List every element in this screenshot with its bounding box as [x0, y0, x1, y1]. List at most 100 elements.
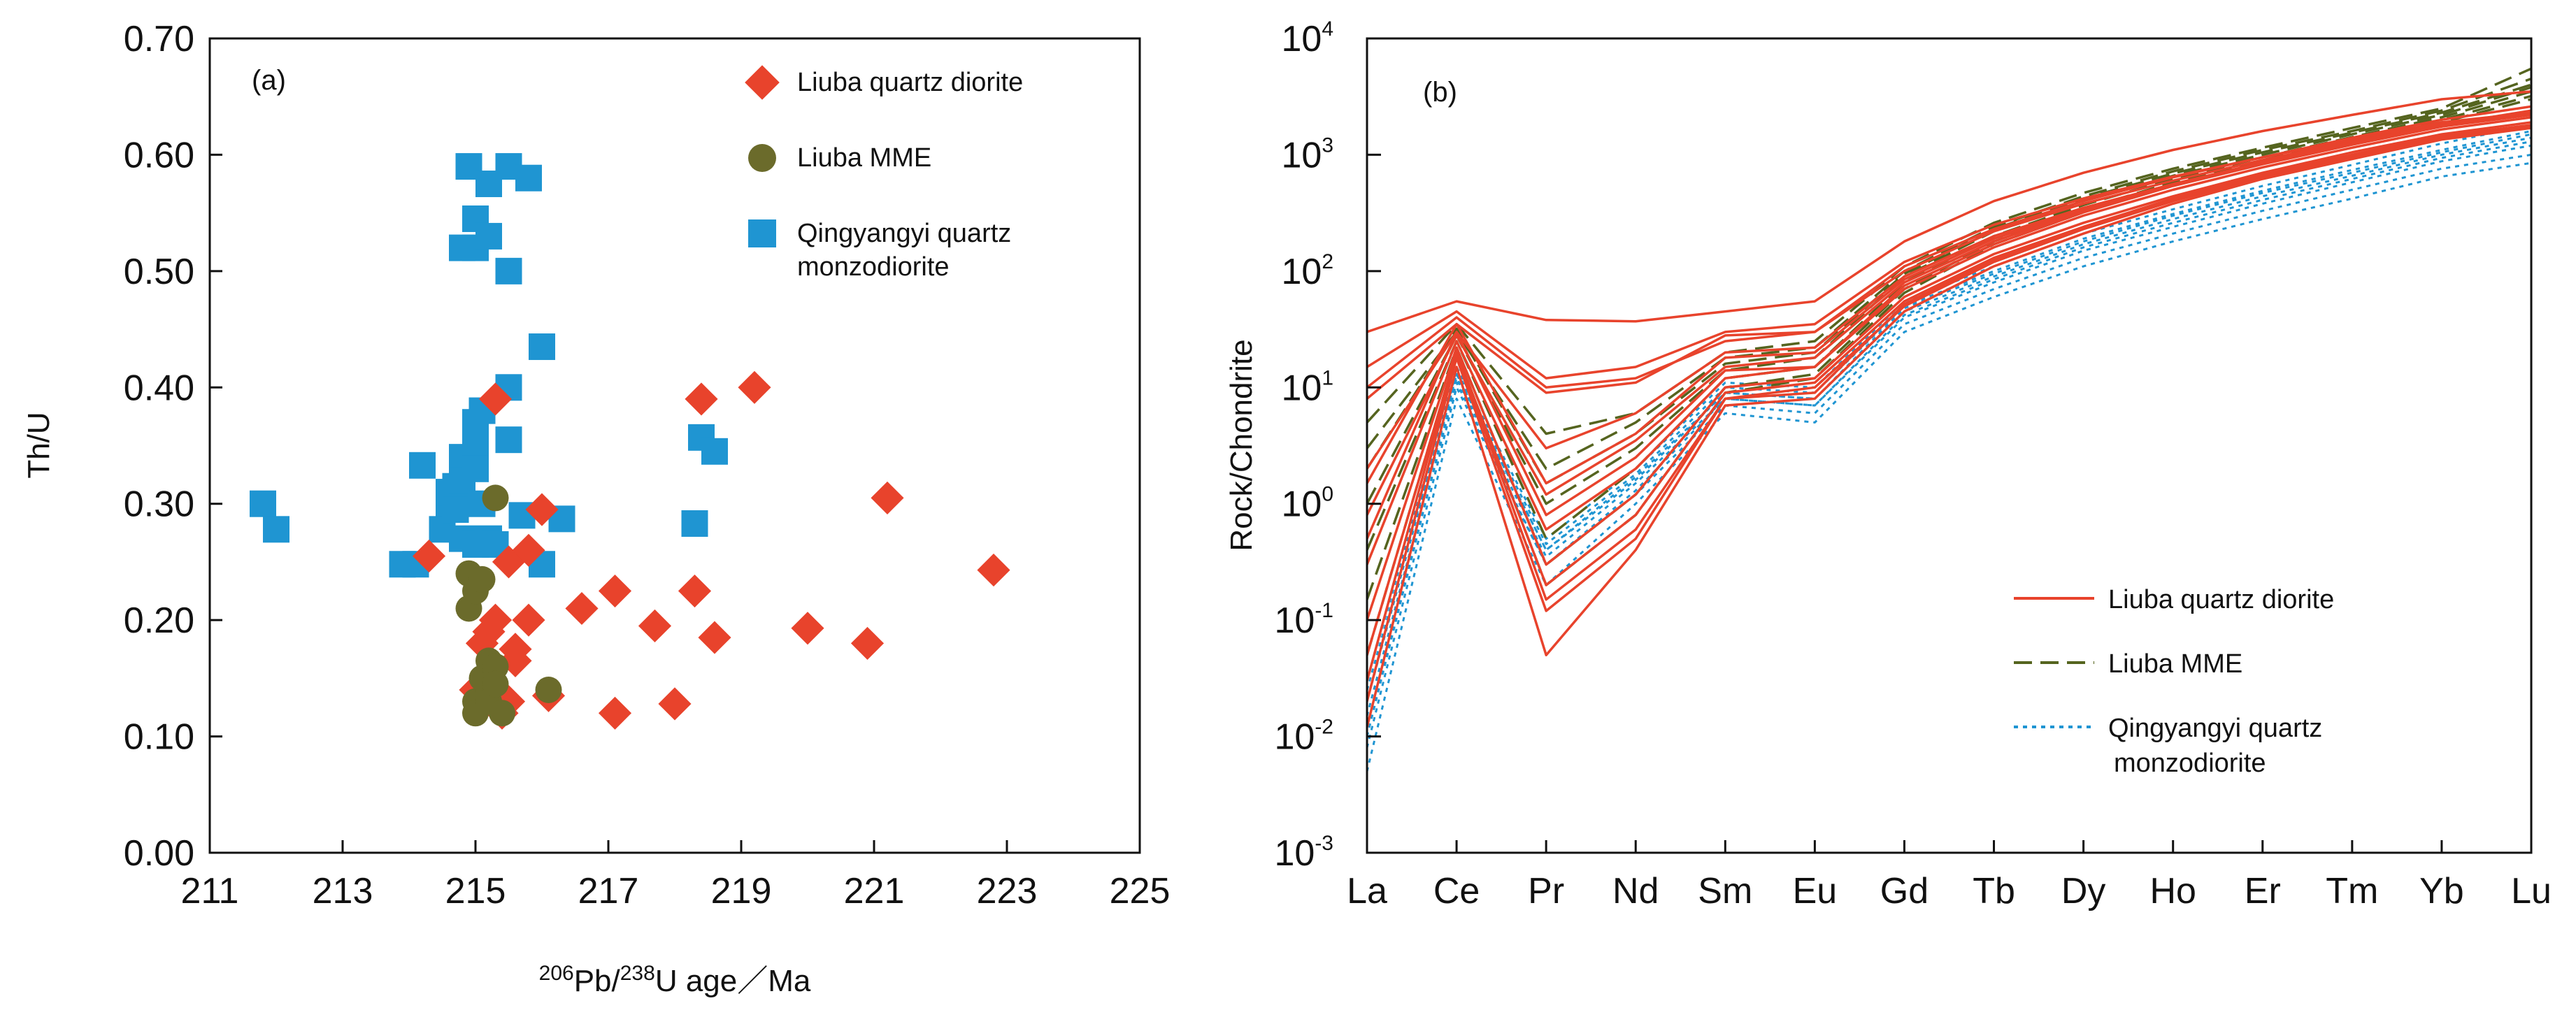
diamond-point — [465, 626, 499, 660]
legend-label: Qingyangyi quartz — [2108, 714, 2322, 743]
diamond-point — [512, 533, 545, 567]
legend-circle-marker — [748, 144, 776, 172]
x-tick-label-dy: Dy — [2061, 871, 2106, 911]
square-point — [250, 490, 276, 517]
dotted-profile-line — [1367, 136, 2531, 716]
square-point — [515, 164, 542, 192]
square-point — [495, 257, 522, 284]
panel-a-axis-ticks: 211 213 215 217 219 221 223 225 0.00 0.10 0.20 0.30… — [124, 19, 1171, 911]
panel-b-series-lines — [1367, 67, 2531, 772]
diamond-point — [638, 609, 672, 643]
y-tick-label: 103 — [1281, 134, 1333, 175]
x-tick-label-ce: Ce — [1433, 871, 1480, 911]
y-tick-label: 10-2 — [1274, 716, 1333, 758]
diamond-point — [871, 481, 904, 514]
solid-profile-line — [1367, 111, 2531, 380]
x-tick-label: 219 — [711, 871, 772, 911]
legend-label: Qingyangyi quartz — [797, 219, 1011, 248]
panel-b-y-axis-title: Rock/Chondrite — [1224, 339, 1259, 551]
square-point — [495, 426, 522, 454]
solid-profile-line — [1367, 124, 2531, 681]
x-tick-label-lu: Lu — [2511, 871, 2552, 911]
diamond-point — [512, 603, 545, 637]
x-tick-label-pr: Pr — [1528, 871, 1564, 911]
diamond-point — [738, 370, 771, 404]
x-tick-label: 211 — [181, 871, 239, 911]
square-point — [409, 452, 436, 479]
circle-point — [535, 677, 562, 703]
legend-square-marker — [748, 219, 776, 247]
legend-diamond-marker — [745, 65, 780, 100]
dotted-profile-line — [1367, 133, 2531, 691]
square-point — [263, 516, 289, 543]
y-tick-label: 0.10 — [124, 717, 194, 758]
x-tick-label: 223 — [977, 871, 1038, 911]
y-tick-label: 100 — [1281, 483, 1333, 525]
square-point — [701, 438, 728, 465]
x-tick-label-yb: Yb — [2419, 871, 2464, 911]
legend-label: Liuba quartz diorite — [797, 68, 1023, 97]
solid-profile-line — [1367, 105, 2531, 400]
x-tick-label: 221 — [844, 871, 905, 911]
diamond-point — [412, 540, 446, 573]
y-tick-label: 0.20 — [124, 600, 194, 641]
panel-b-legend: Liuba quartz diorite Liuba MME Qingyangyi … — [2014, 585, 2334, 778]
y-tick-label: 0.50 — [124, 252, 194, 292]
series-liuba-quartz-diorite — [1367, 90, 2531, 728]
diamond-point — [698, 621, 731, 654]
diamond-point — [685, 382, 718, 416]
dotted-profile-line — [1367, 130, 2531, 702]
x-tick-label-er: Er — [2245, 871, 2281, 911]
x-tick-label-tm: Tm — [2326, 871, 2378, 911]
dotted-profile-line — [1367, 153, 2531, 749]
panel-a-x-axis-title: 206Pb/238U age／Ma — [539, 962, 811, 998]
y-tick-label: 0.40 — [124, 368, 194, 408]
diamond-point — [565, 591, 599, 626]
panel-a-legend: Liuba quartz diorite Liuba MME Qingyangyi … — [745, 65, 1023, 282]
x-tick-label-la: La — [1347, 871, 1387, 911]
y-tick-label: 104 — [1281, 17, 1333, 59]
legend-label: Liuba quartz diorite — [2108, 585, 2334, 614]
square-point — [442, 496, 469, 524]
panel-a-scatter-chart: 211 213 215 217 219 221 223 225 0.00 0.10 0.20 0.30… — [22, 19, 1170, 998]
dashed-profile-line — [1367, 86, 2531, 505]
circle-point — [482, 484, 509, 512]
panel-b-plot-frame — [1366, 37, 2533, 854]
diamond-point — [850, 626, 885, 660]
dashed-profile-line — [1367, 78, 2531, 470]
x-axis-title-rest: U age／Ma — [655, 964, 811, 998]
circle-point — [468, 565, 496, 593]
dotted-profile-line — [1367, 140, 2531, 728]
x-tick-label-eu: Eu — [1793, 871, 1838, 911]
series-liuba-mme — [455, 484, 562, 727]
y-tick-label: 10-3 — [1274, 832, 1333, 874]
square-point — [462, 432, 489, 459]
diamond-point — [478, 382, 513, 416]
circle-point — [482, 670, 509, 698]
panel-b-axis-ticks: La Ce Pr Nd Sm Eu Gd Tb Dy Ho Er Tm Yb Lu 104 103 102 101… — [1274, 17, 2551, 911]
square-point — [681, 510, 708, 538]
solid-profile-line — [1367, 113, 2531, 540]
square-point — [529, 333, 555, 361]
y-tick-label: 10-1 — [1274, 599, 1333, 641]
legend-label: monzodiorite — [2114, 749, 2266, 778]
panel-b-label: (b) — [1423, 77, 1457, 108]
x-tick-label: 217 — [578, 871, 639, 911]
x-tick-label-ho: Ho — [2149, 871, 2196, 911]
panel-a-plot-frame — [208, 37, 1141, 854]
solid-profile-line — [1367, 125, 2531, 702]
diamond-point — [791, 612, 824, 645]
dotted-profile-line — [1367, 161, 2531, 772]
solid-profile-line — [1367, 110, 2531, 485]
y-tick-label: 102 — [1281, 250, 1333, 292]
solid-profile-line — [1367, 116, 2531, 565]
x-tick-label-sm: Sm — [1698, 871, 1752, 911]
y-tick-label: 0.00 — [124, 833, 194, 874]
legend-label: monzodiorite — [797, 252, 950, 282]
panel-b-ree-pattern-chart: La Ce Pr Nd Sm Eu Gd Tb Dy Ho Er Tm Yb Lu 104 103 102 101… — [1224, 17, 2552, 911]
x-axis-title-pb-mass: 206 — [539, 962, 574, 985]
y-tick-label: 0.30 — [124, 484, 194, 525]
legend-label: Liuba MME — [2108, 649, 2242, 679]
x-tick-label: 213 — [313, 871, 373, 911]
